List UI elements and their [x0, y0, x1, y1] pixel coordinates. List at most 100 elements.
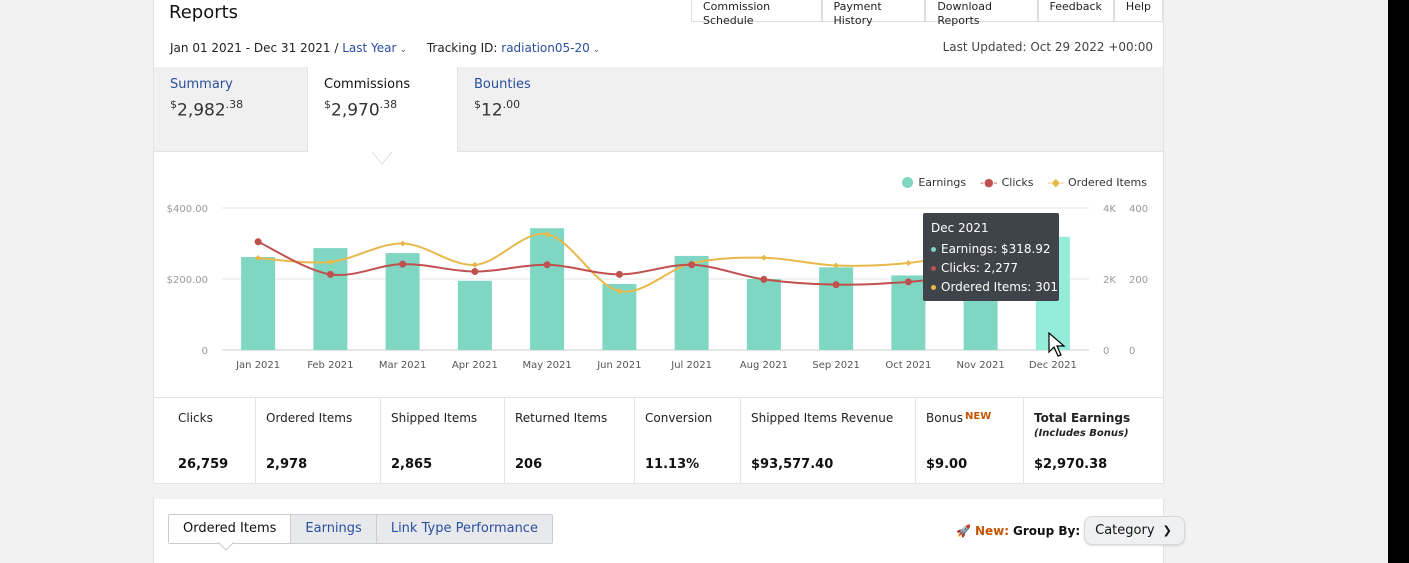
point-clicks: [471, 268, 479, 276]
point-clicks: [399, 260, 407, 268]
x-tick-label: Feb 2021: [307, 360, 353, 371]
stat-conversion: Conversion 11.13%: [635, 398, 741, 484]
chart-legend: Earnings -●- Clicks -◆- Ordered Items: [888, 176, 1147, 189]
legend-clicks[interactable]: -●- Clicks: [980, 176, 1034, 189]
tracking-id-dropdown[interactable]: radiation05-20 ⌄: [501, 41, 601, 55]
tab-commissions-value: $2,970.38: [324, 98, 398, 121]
x-tick-label: Jun 2021: [596, 360, 641, 371]
group-by: 🚀 New: Group By: Category ❯: [956, 516, 1185, 545]
point-clicks: [254, 238, 262, 246]
tooltip-ordered: Ordered Items: 301: [931, 278, 1058, 297]
point-ordered-items: [833, 262, 840, 269]
stat-ordered-items: Ordered Items 2,978: [256, 398, 381, 484]
x-tick-label: Dec 2021: [1029, 360, 1077, 371]
legend-earnings[interactable]: Earnings: [902, 176, 966, 189]
new-badge: NEW: [965, 411, 992, 422]
point-clicks: [688, 261, 696, 269]
tooltip-clicks: Clicks: 2,277: [931, 259, 1051, 278]
point-clicks: [543, 261, 551, 269]
nav-payment-history[interactable]: Payment History: [821, 0, 926, 27]
tooltip-title: Dec 2021: [931, 221, 989, 235]
stat-returned-items: Returned Items 206: [505, 398, 635, 484]
nav-feedback[interactable]: Feedback: [1037, 0, 1114, 22]
chevron-down-icon: ⌄: [592, 45, 601, 55]
x-tick-label: Nov 2021: [957, 360, 1005, 371]
group-by-select[interactable]: Category ❯: [1084, 516, 1185, 545]
point-clicks: [832, 281, 840, 289]
bar-earnings: [457, 280, 492, 350]
top-nav: Commission Schedule Payment History Down…: [691, 0, 1163, 27]
y-left-tick: $400.00: [167, 204, 208, 215]
breakdown-panel: Ordered Items Earnings Link Type Perform…: [153, 499, 1185, 563]
y-right-items-tick: 200: [1129, 275, 1148, 286]
point-ordered-items: [616, 288, 623, 295]
mouse-cursor-icon: [1048, 332, 1066, 357]
point-ordered-items: [760, 254, 767, 261]
summary-tabs: Summary $2,982.38 Commissions $2,970.38 …: [153, 67, 1164, 155]
y-left-tick: 0: [202, 346, 208, 357]
bar-earnings: [241, 256, 276, 350]
stats-row: Clicks 26,759 Ordered Items 2,978 Shippe…: [153, 397, 1164, 484]
tab-ordered-items[interactable]: Ordered Items: [169, 515, 291, 543]
bar-earnings: [819, 267, 854, 350]
y-right-clicks-tick: 0: [1103, 346, 1109, 357]
point-clicks: [904, 278, 912, 286]
x-tick-label: Jan 2021: [235, 360, 280, 371]
x-tick-label: Mar 2021: [379, 360, 427, 371]
breakdown-tabs: Ordered Items Earnings Link Type Perform…: [168, 514, 553, 544]
point-ordered-items: [471, 261, 478, 268]
y-right-clicks-tick: 2K: [1103, 275, 1116, 286]
nav-commission-schedule[interactable]: Commission Schedule: [691, 0, 822, 27]
legend-ordered-items[interactable]: -◆- Ordered Items: [1047, 176, 1147, 189]
nav-help[interactable]: Help: [1113, 0, 1163, 22]
date-preset-dropdown[interactable]: Last Year ⌄: [342, 41, 408, 55]
y-right-clicks-tick: 4K: [1103, 204, 1116, 215]
report-header: Reports Jan 01 2021 - Dec 31 2021 / Last…: [153, 0, 1164, 67]
tracking-label: Tracking ID:: [426, 41, 498, 55]
legend-clicks-marker: -●-: [980, 176, 998, 189]
stat-total-earnings: Total Earnings (Includes Bonus) $2,970.38: [1034, 411, 1131, 472]
nav-download-reports[interactable]: Download Reports: [925, 0, 1038, 27]
bar-earnings: [674, 255, 709, 350]
tab-earnings[interactable]: Earnings: [290, 515, 376, 543]
tab-summary-label: Summary: [170, 77, 233, 92]
stat-shipped-revenue: Shipped Items Revenue $93,577.40: [741, 398, 916, 484]
bar-earnings: [530, 228, 565, 350]
tab-commissions-label: Commissions: [324, 77, 411, 92]
rocket-icon: 🚀: [956, 523, 971, 538]
page-title: Reports: [169, 2, 239, 23]
y-right-items-tick: 400: [1129, 204, 1148, 215]
tab-summary[interactable]: Summary $2,982.38: [154, 67, 307, 152]
point-ordered-items: [255, 255, 262, 262]
point-clicks: [615, 270, 623, 278]
tab-bounties-label: Bounties: [474, 77, 531, 92]
tab-link-type-performance[interactable]: Link Type Performance: [375, 515, 552, 543]
point-ordered-items: [544, 231, 551, 238]
active-tab-caret: [372, 152, 392, 165]
point-ordered-items: [905, 260, 912, 267]
chevron-down-icon: ❯: [1162, 524, 1172, 537]
tab-summary-value: $2,982.38: [170, 98, 244, 121]
screen-edge: [1388, 0, 1409, 563]
stat-bonus: Bonus NEW $9.00: [916, 398, 1024, 484]
y-right-items-tick: 0: [1129, 346, 1135, 357]
point-ordered-items: [327, 258, 334, 265]
y-left-tick: $200.00: [167, 275, 208, 286]
bar-earnings: [602, 283, 637, 350]
point-clicks: [326, 270, 334, 278]
tab-bounties[interactable]: Bounties $12.00: [458, 67, 608, 152]
bar-earnings: [385, 253, 420, 350]
chart-tooltip: Dec 2021 Earnings: $318.92 Clicks: 2,277…: [923, 213, 1059, 301]
new-label: New:: [974, 523, 1010, 538]
x-tick-label: Sep 2021: [812, 360, 859, 371]
line-clicks: [257, 240, 1053, 286]
tab-commissions[interactable]: Commissions $2,970.38: [307, 67, 458, 155]
x-tick-label: Apr 2021: [452, 360, 498, 371]
chevron-down-icon: ⌄: [399, 45, 408, 55]
point-ordered-items: [399, 240, 406, 247]
point-clicks: [760, 275, 768, 283]
earnings-chart[interactable]: $400.00 4K 400 $200.00 2K 200 0 0 0 Jan 2021 Feb 2…: [154, 152, 1165, 397]
x-tick-label: Aug 2021: [740, 360, 788, 371]
active-segment-caret: [218, 542, 234, 551]
stat-clicks: Clicks 26,759: [154, 398, 256, 484]
